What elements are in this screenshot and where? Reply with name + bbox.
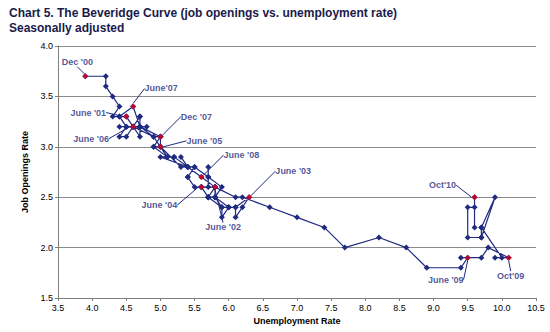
svg-text:7.5: 7.5 [325,303,338,313]
svg-text:4.0: 4.0 [40,41,53,51]
svg-text:10.0: 10.0 [493,303,511,313]
svg-text:June '03: June '03 [275,166,311,176]
svg-text:8.0: 8.0 [359,303,372,313]
svg-text:Dec '00: Dec '00 [62,57,93,67]
svg-text:Seasonally adjusted: Seasonally adjusted [9,21,124,35]
svg-text:7.0: 7.0 [291,303,304,313]
svg-text:June '01: June '01 [70,108,106,118]
svg-text:2.0: 2.0 [40,243,53,253]
svg-text:June '05: June '05 [187,136,223,146]
svg-text:Dec '07: Dec '07 [181,112,212,122]
svg-text:8.5: 8.5 [393,303,406,313]
svg-text:10.5: 10.5 [527,303,545,313]
svg-text:June '08: June '08 [224,150,260,160]
svg-text:4.0: 4.0 [86,303,99,313]
svg-text:6.0: 6.0 [222,303,235,313]
svg-text:1.5: 1.5 [40,293,53,303]
svg-text:6.5: 6.5 [257,303,270,313]
svg-text:June'07: June'07 [145,83,178,93]
svg-text:Oct'10: Oct'10 [429,180,456,190]
svg-text:Unemployment Rate: Unemployment Rate [253,316,340,326]
svg-text:3.5: 3.5 [40,91,53,101]
svg-text:2.5: 2.5 [40,192,53,202]
svg-text:Chart 5. The Beveridge Curve (: Chart 5. The Beveridge Curve (job openin… [9,6,397,20]
svg-text:9.5: 9.5 [461,303,474,313]
svg-text:Job Openings Rate: Job Openings Rate [20,131,30,213]
svg-text:5.0: 5.0 [154,303,167,313]
svg-text:June '02: June '02 [205,222,241,232]
svg-text:5.5: 5.5 [188,303,201,313]
svg-text:Oct'09: Oct'09 [497,271,524,281]
svg-text:4.5: 4.5 [120,303,133,313]
svg-text:June '06: June '06 [73,134,109,144]
svg-text:3.5: 3.5 [52,303,65,313]
svg-text:3.0: 3.0 [40,142,53,152]
svg-text:9.0: 9.0 [427,303,440,313]
svg-text:June '04: June '04 [142,200,178,210]
svg-text:June '09: June '09 [428,275,464,285]
